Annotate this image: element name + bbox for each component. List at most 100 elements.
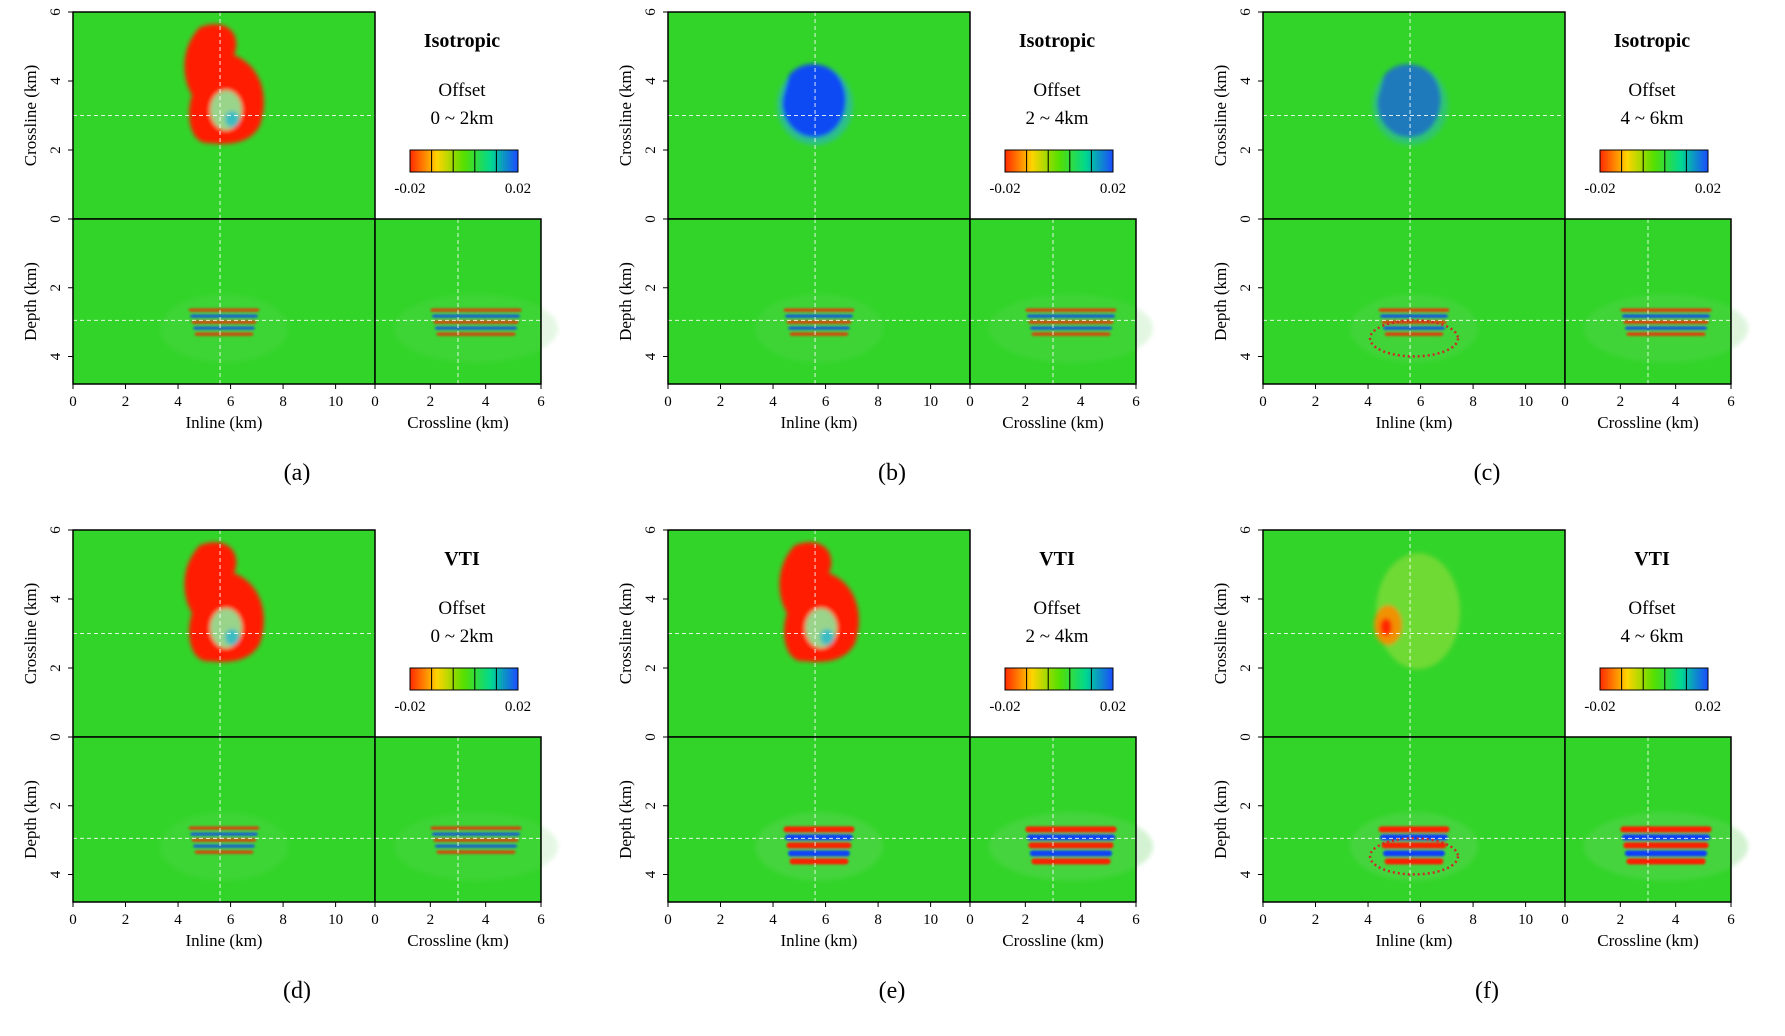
inline-xtick-label: 4 [174,912,182,928]
crossline-section: 0 2 4 6 Crossline (km) [966,218,1154,432]
offset-label: Offset [1033,598,1081,619]
panel-graphic: 0 2 4 6 Crossline (km) VTI Offset 0 ~ 2km -0.02 0… [21,526,559,1004]
plan-anomaly [184,24,264,144]
colorbar-min-label: -0.02 [1584,181,1615,197]
crossline-reflector-band [1623,842,1709,849]
inline-reflector-band [788,326,850,330]
colorbar [1599,149,1709,173]
inline-xtick-label: 4 [769,912,777,928]
crossline-reflector-bands [1025,308,1117,336]
plan-view: 0 2 4 6 Crossline (km) [21,526,376,741]
offset-label: Offset [1033,80,1081,101]
panel-graphic: 0 2 4 6 Crossline (km) Isotropic Offset 4 ~ 6km… [1211,8,1749,486]
inline-xtick-label: 8 [279,912,287,928]
plan-view: 0 2 4 6 Crossline (km) [21,8,376,223]
crossline-reflector-band [434,844,518,848]
crossline-reflector-band [433,320,519,324]
inline-reflector-bands [188,308,260,336]
panel-title: VTI [1634,548,1670,570]
plan-ytick-label: 4 [1238,595,1254,603]
anomaly-core-blue [225,629,240,646]
depth-ytick-label: 2 [48,802,64,810]
offset-label: Offset [438,80,486,101]
inline-reflector-band [1378,308,1450,312]
crossline-section-frame [969,218,1137,385]
plan-ytick-label: 0 [1238,733,1254,741]
anomaly-blue-body [1377,63,1441,138]
inline-xlabel: Inline (km) [781,931,858,950]
panel-caption: (f) [1475,978,1499,1004]
crossline-section: 0 2 4 6 Crossline (km) [371,218,559,432]
colorbar [1599,667,1709,691]
inline-reflector-bands [1378,308,1450,336]
crossline-section-frame [1564,218,1732,385]
inline-xtick-label: 4 [1364,912,1372,928]
inline-xtick-label: 4 [174,394,182,410]
panel-legend: Isotropic Offset 4 ~ 6km -0.02 0.02 [1584,30,1721,197]
offset-range: 2 ~ 4km [1025,626,1088,647]
anomaly-red-body [779,542,859,662]
crossline-reflector-band [1026,834,1116,841]
crossline-reflector-band [436,332,516,336]
inline-reflector-bands [188,826,260,854]
depth-axis: 2 4 Depth (km) [21,780,73,878]
inline-xtick-label: 4 [769,394,777,410]
offset-label: Offset [1628,598,1676,619]
depth-ytick-label: 2 [643,284,659,292]
panel-legend: Isotropic Offset 0 ~ 2km -0.02 0.02 [394,30,531,197]
depth-axis: 2 4 Depth (km) [1211,780,1263,878]
plan-ytick-label: 4 [48,595,64,603]
inline-xtick-label: 0 [664,394,672,410]
crossline-reflector-band [1624,850,1708,857]
plan-ylabel: Crossline (km) [616,65,635,167]
plan-ytick-label: 2 [1238,146,1254,154]
crossline-xtick-label: 6 [1727,394,1735,410]
anomaly-red-spot [1380,618,1393,637]
colorbar [1004,149,1114,173]
figure-panel-b: 0 2 4 6 Crossline (km) Isotropic Offset 2 ~ 4km… [595,0,1190,518]
inline-xtick-label: 8 [1469,912,1477,928]
plan-ytick-label: 0 [48,215,64,223]
plan-ytick-label: 2 [48,146,64,154]
plan-ytick-label: 2 [643,664,659,672]
inline-xtick-label: 10 [923,394,938,410]
crossline-xtick-label: 0 [371,912,379,928]
inline-xtick-label: 6 [1417,394,1425,410]
inline-reflector-band [191,320,257,324]
depth-axis: 2 4 Depth (km) [616,780,668,878]
crossline-reflector-band [1025,826,1117,833]
panel-title: Isotropic [424,30,500,52]
crossline-xtick-label: 6 [1132,912,1140,928]
inline-xlabel: Inline (km) [186,931,263,950]
crossline-reflector-band [431,314,521,318]
crossline-section-frame [374,736,542,903]
inline-reflector-band [789,858,849,865]
panel-caption: (a) [284,460,311,486]
plan-ytick-label: 4 [1238,77,1254,85]
plan-ytick-label: 0 [1238,215,1254,223]
plan-ytick-label: 2 [1238,664,1254,672]
inline-reflector-band [789,332,849,336]
crossline-reflector-band [1621,834,1711,841]
crossline-xtick-label: 2 [1022,912,1030,928]
plan-ylabel: Crossline (km) [21,583,40,685]
crossline-reflector-band [1620,308,1712,312]
crossline-xlabel: Crossline (km) [407,413,509,432]
inline-xtick-label: 6 [227,394,235,410]
plan-ytick-label: 2 [48,664,64,672]
plan-view: 0 2 4 6 Crossline (km) [1211,526,1566,741]
inline-xtick-label: 6 [822,912,830,928]
inline-reflector-band [1383,326,1445,330]
panel-legend: Isotropic Offset 2 ~ 4km -0.02 0.02 [989,30,1126,197]
plan-ylabel: Crossline (km) [1211,583,1230,685]
inline-reflector-band [786,320,852,324]
crossline-reflector-band [1621,314,1711,318]
crossline-reflector-band [1029,850,1113,857]
crossline-reflector-band [434,326,518,330]
inline-reflector-band [190,314,258,318]
colorbar-min-label: -0.02 [989,181,1020,197]
crossline-reflector-band [1028,842,1114,849]
inline-reflector-band [1384,332,1444,336]
plan-ylabel: Crossline (km) [616,583,635,685]
panel-caption: (d) [283,978,311,1004]
